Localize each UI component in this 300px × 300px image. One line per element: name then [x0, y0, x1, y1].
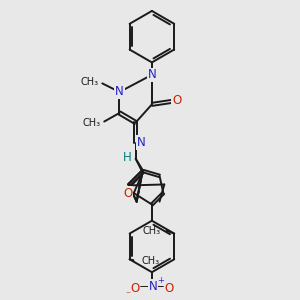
Text: CH₃: CH₃ — [80, 77, 98, 87]
Text: CH₃: CH₃ — [141, 256, 159, 266]
Text: N: N — [148, 68, 156, 81]
Text: O: O — [123, 187, 133, 200]
Text: CH₃: CH₃ — [82, 118, 100, 128]
Text: O: O — [130, 282, 140, 295]
Text: +: + — [157, 276, 164, 285]
Text: O: O — [172, 94, 181, 107]
Text: ⁻: ⁻ — [125, 290, 130, 300]
Text: CH₃: CH₃ — [143, 226, 161, 236]
Text: N: N — [115, 85, 124, 98]
Text: O: O — [164, 282, 174, 295]
Text: N: N — [137, 136, 146, 149]
Text: H: H — [123, 151, 131, 164]
Text: N: N — [148, 280, 157, 293]
